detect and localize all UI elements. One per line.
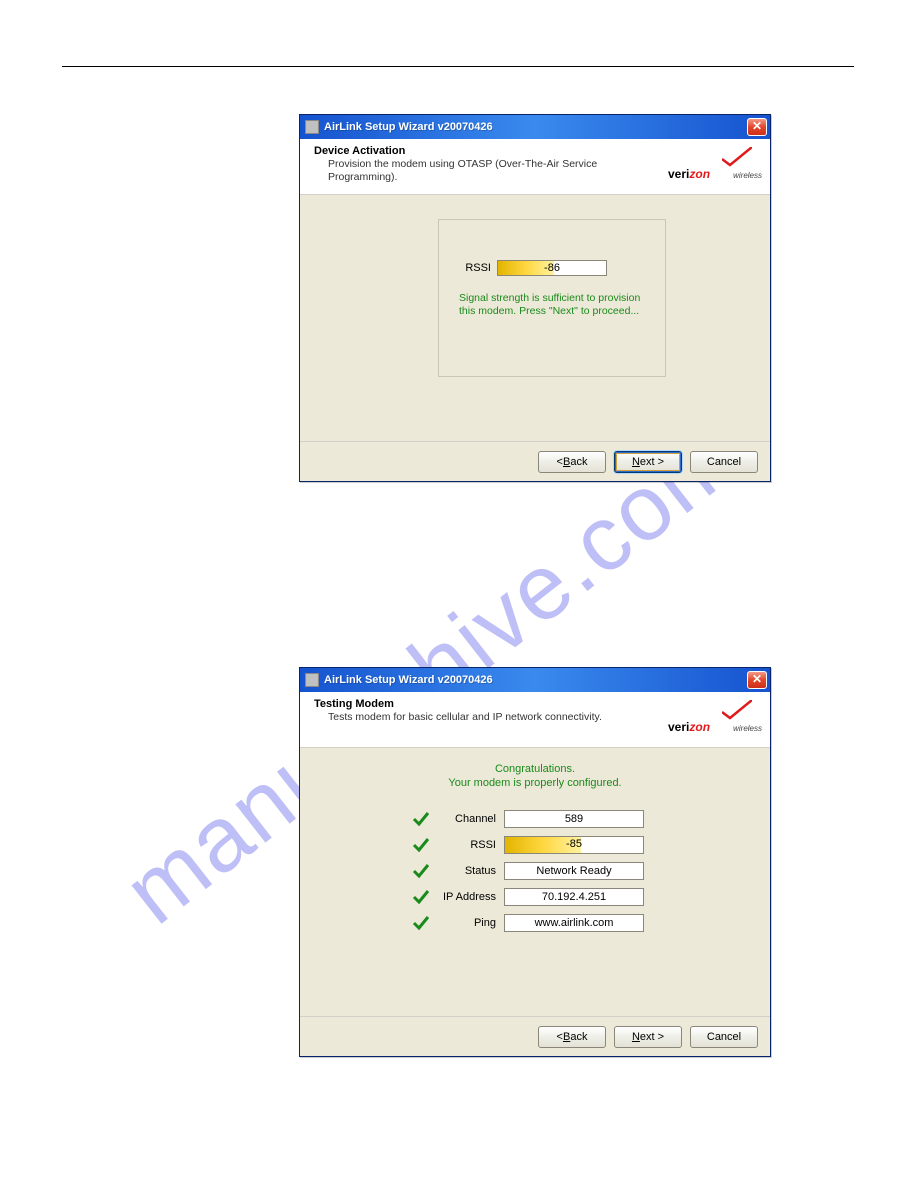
rssi-meter: -85 (504, 836, 644, 854)
wizard-dialog-testing: AirLink Setup Wizard v20070426 ✕ Testing… (299, 667, 771, 1057)
close-button[interactable]: ✕ (747, 118, 767, 136)
status-label: Status (440, 865, 504, 877)
ping-value: www.airlink.com (504, 914, 644, 932)
verizon-wireless-text: wireless (733, 171, 762, 180)
close-button[interactable]: ✕ (747, 671, 767, 689)
congrats-line1: Congratulations. (300, 762, 770, 776)
verizon-text: verizon (668, 167, 710, 181)
test-row-ip: IP Address 70.192.4.251 (412, 884, 672, 910)
wizard-body: RSSI -86 Signal strength is sufficient t… (300, 195, 770, 441)
test-results: Channel 589 RSSI -85 Status Network Read… (412, 806, 672, 936)
window-title: AirLink Setup Wizard v20070426 (324, 674, 747, 686)
check-icon (412, 888, 430, 906)
rssi-panel: RSSI -86 Signal strength is sufficient t… (438, 219, 666, 377)
wizard-step-subtitle: Provision the modem using OTASP (Over-Th… (328, 158, 618, 184)
congrats-line2: Your modem is properly configured. (300, 776, 770, 790)
test-row-ping: Ping www.airlink.com (412, 910, 672, 936)
page-top-rule (62, 66, 854, 67)
verizon-wireless-text: wireless (733, 724, 762, 733)
check-icon (412, 836, 430, 854)
ip-label: IP Address (440, 891, 504, 903)
rssi-meter: -86 (497, 260, 607, 276)
ip-value: 70.192.4.251 (504, 888, 644, 906)
status-value: Network Ready (504, 862, 644, 880)
verizon-check-icon (722, 700, 752, 720)
signal-message: Signal strength is sufficient to provisi… (459, 292, 649, 318)
rssi-value: -85 (505, 837, 643, 853)
rssi-label: RSSI (455, 262, 491, 274)
check-icon (412, 862, 430, 880)
channel-label: Channel (440, 813, 504, 825)
next-button[interactable]: Next > (614, 1026, 682, 1048)
back-button[interactable]: < Back (538, 451, 606, 473)
wizard-header: Testing Modem Tests modem for basic cell… (300, 692, 770, 748)
next-button[interactable]: Next > (614, 451, 682, 473)
ping-label: Ping (440, 917, 504, 929)
rssi-row: RSSI -86 (455, 260, 607, 276)
wizard-dialog-activation: AirLink Setup Wizard v20070426 ✕ Device … (299, 114, 771, 482)
test-row-rssi: RSSI -85 (412, 832, 672, 858)
check-icon (412, 914, 430, 932)
test-row-status: Status Network Ready (412, 858, 672, 884)
back-button[interactable]: < Back (538, 1026, 606, 1048)
verizon-logo: verizon wireless (668, 149, 760, 185)
titlebar[interactable]: AirLink Setup Wizard v20070426 ✕ (300, 668, 770, 692)
wizard-body: Congratulations. Your modem is properly … (300, 748, 770, 1016)
check-icon (412, 810, 430, 828)
wizard-step-subtitle: Tests modem for basic cellular and IP ne… (328, 711, 618, 724)
verizon-logo: verizon wireless (668, 702, 760, 738)
verizon-text: verizon (668, 720, 710, 734)
wizard-button-row: < Back Next > Cancel (300, 441, 770, 481)
cancel-button[interactable]: Cancel (690, 1026, 758, 1048)
app-icon (305, 120, 319, 134)
verizon-check-icon (722, 147, 752, 167)
titlebar[interactable]: AirLink Setup Wizard v20070426 ✕ (300, 115, 770, 139)
wizard-button-row: < Back Next > Cancel (300, 1016, 770, 1056)
window-title: AirLink Setup Wizard v20070426 (324, 121, 747, 133)
test-row-channel: Channel 589 (412, 806, 672, 832)
app-icon (305, 673, 319, 687)
wizard-header: Device Activation Provision the modem us… (300, 139, 770, 195)
rssi-value: -86 (498, 261, 606, 275)
congrats-message: Congratulations. Your modem is properly … (300, 762, 770, 791)
rssi-label: RSSI (440, 839, 504, 851)
channel-value: 589 (504, 810, 644, 828)
cancel-button[interactable]: Cancel (690, 451, 758, 473)
